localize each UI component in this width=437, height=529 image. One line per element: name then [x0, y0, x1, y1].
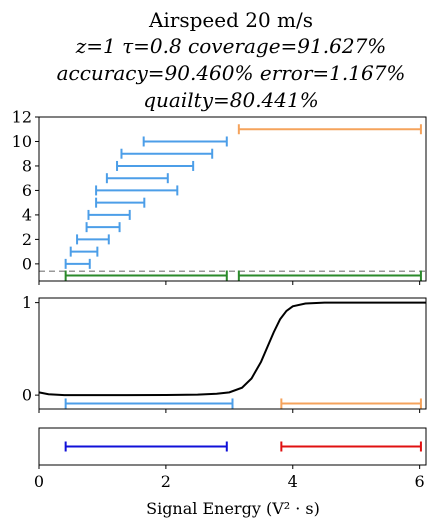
- interval-0-11: [237, 124, 422, 135]
- title-line-3: accuracy=90.460% error=1.167%: [57, 61, 406, 85]
- y-tick-label: 0: [22, 254, 32, 273]
- interval-1-0: [64, 398, 234, 409]
- y-tick-label: 10: [12, 132, 32, 151]
- y-tick-label: 8: [22, 156, 32, 175]
- intervals-panel: 0 2 4 6 8 10 12: [12, 108, 427, 285]
- interval-0-3: [85, 222, 121, 233]
- x-axis-label: Signal Energy (V² · s): [146, 499, 320, 518]
- y-tick-label: 1: [22, 293, 32, 312]
- title-line-2: z=1 τ=0.8 coverage=91.627%: [75, 34, 387, 58]
- interval-0-2: [76, 234, 110, 245]
- title-line-4: quailty=80.441%: [143, 88, 318, 112]
- interval-0-5: [95, 197, 146, 208]
- interval-1-1: [280, 398, 422, 409]
- y-tick-label: 4: [22, 205, 32, 224]
- sigmoid-panel: 01: [22, 293, 427, 413]
- axes-frame: [38, 297, 427, 410]
- interval-0-4: [87, 209, 131, 220]
- title-line-1: Airspeed 20 m/s: [148, 8, 313, 32]
- y-tick-label: 6: [22, 181, 32, 200]
- interval-0-1: [69, 246, 99, 257]
- interval-0-10: [142, 136, 228, 147]
- interval-0-0: [64, 258, 91, 269]
- x-tick-label: 2: [161, 472, 171, 491]
- interval-0-12: [64, 270, 228, 281]
- interval-0-6: [95, 185, 179, 196]
- interval-0-9: [120, 148, 214, 159]
- axes-frame: [38, 116, 427, 282]
- classes-panel: [38, 427, 427, 469]
- x-tick-label: 4: [288, 472, 298, 491]
- interval-2-0: [64, 441, 228, 452]
- interval-0-8: [116, 160, 195, 171]
- interval-0-7: [105, 173, 169, 184]
- x-tick-label: 0: [34, 472, 44, 491]
- chart-title: Airspeed 20 m/s z=1 τ=0.8 coverage=91.62…: [57, 8, 406, 112]
- interval-0-13: [237, 270, 422, 281]
- interval-2-1: [280, 441, 422, 452]
- y-tick-label: 12: [12, 108, 32, 127]
- x-axis-ticks: 0 2 4 6: [34, 472, 425, 491]
- y-tick-label: 0: [22, 386, 32, 405]
- axes-frame: [38, 427, 427, 466]
- x-tick-label: 6: [415, 472, 425, 491]
- y-tick-label: 2: [22, 230, 32, 249]
- probability-curve: [38, 301, 426, 397]
